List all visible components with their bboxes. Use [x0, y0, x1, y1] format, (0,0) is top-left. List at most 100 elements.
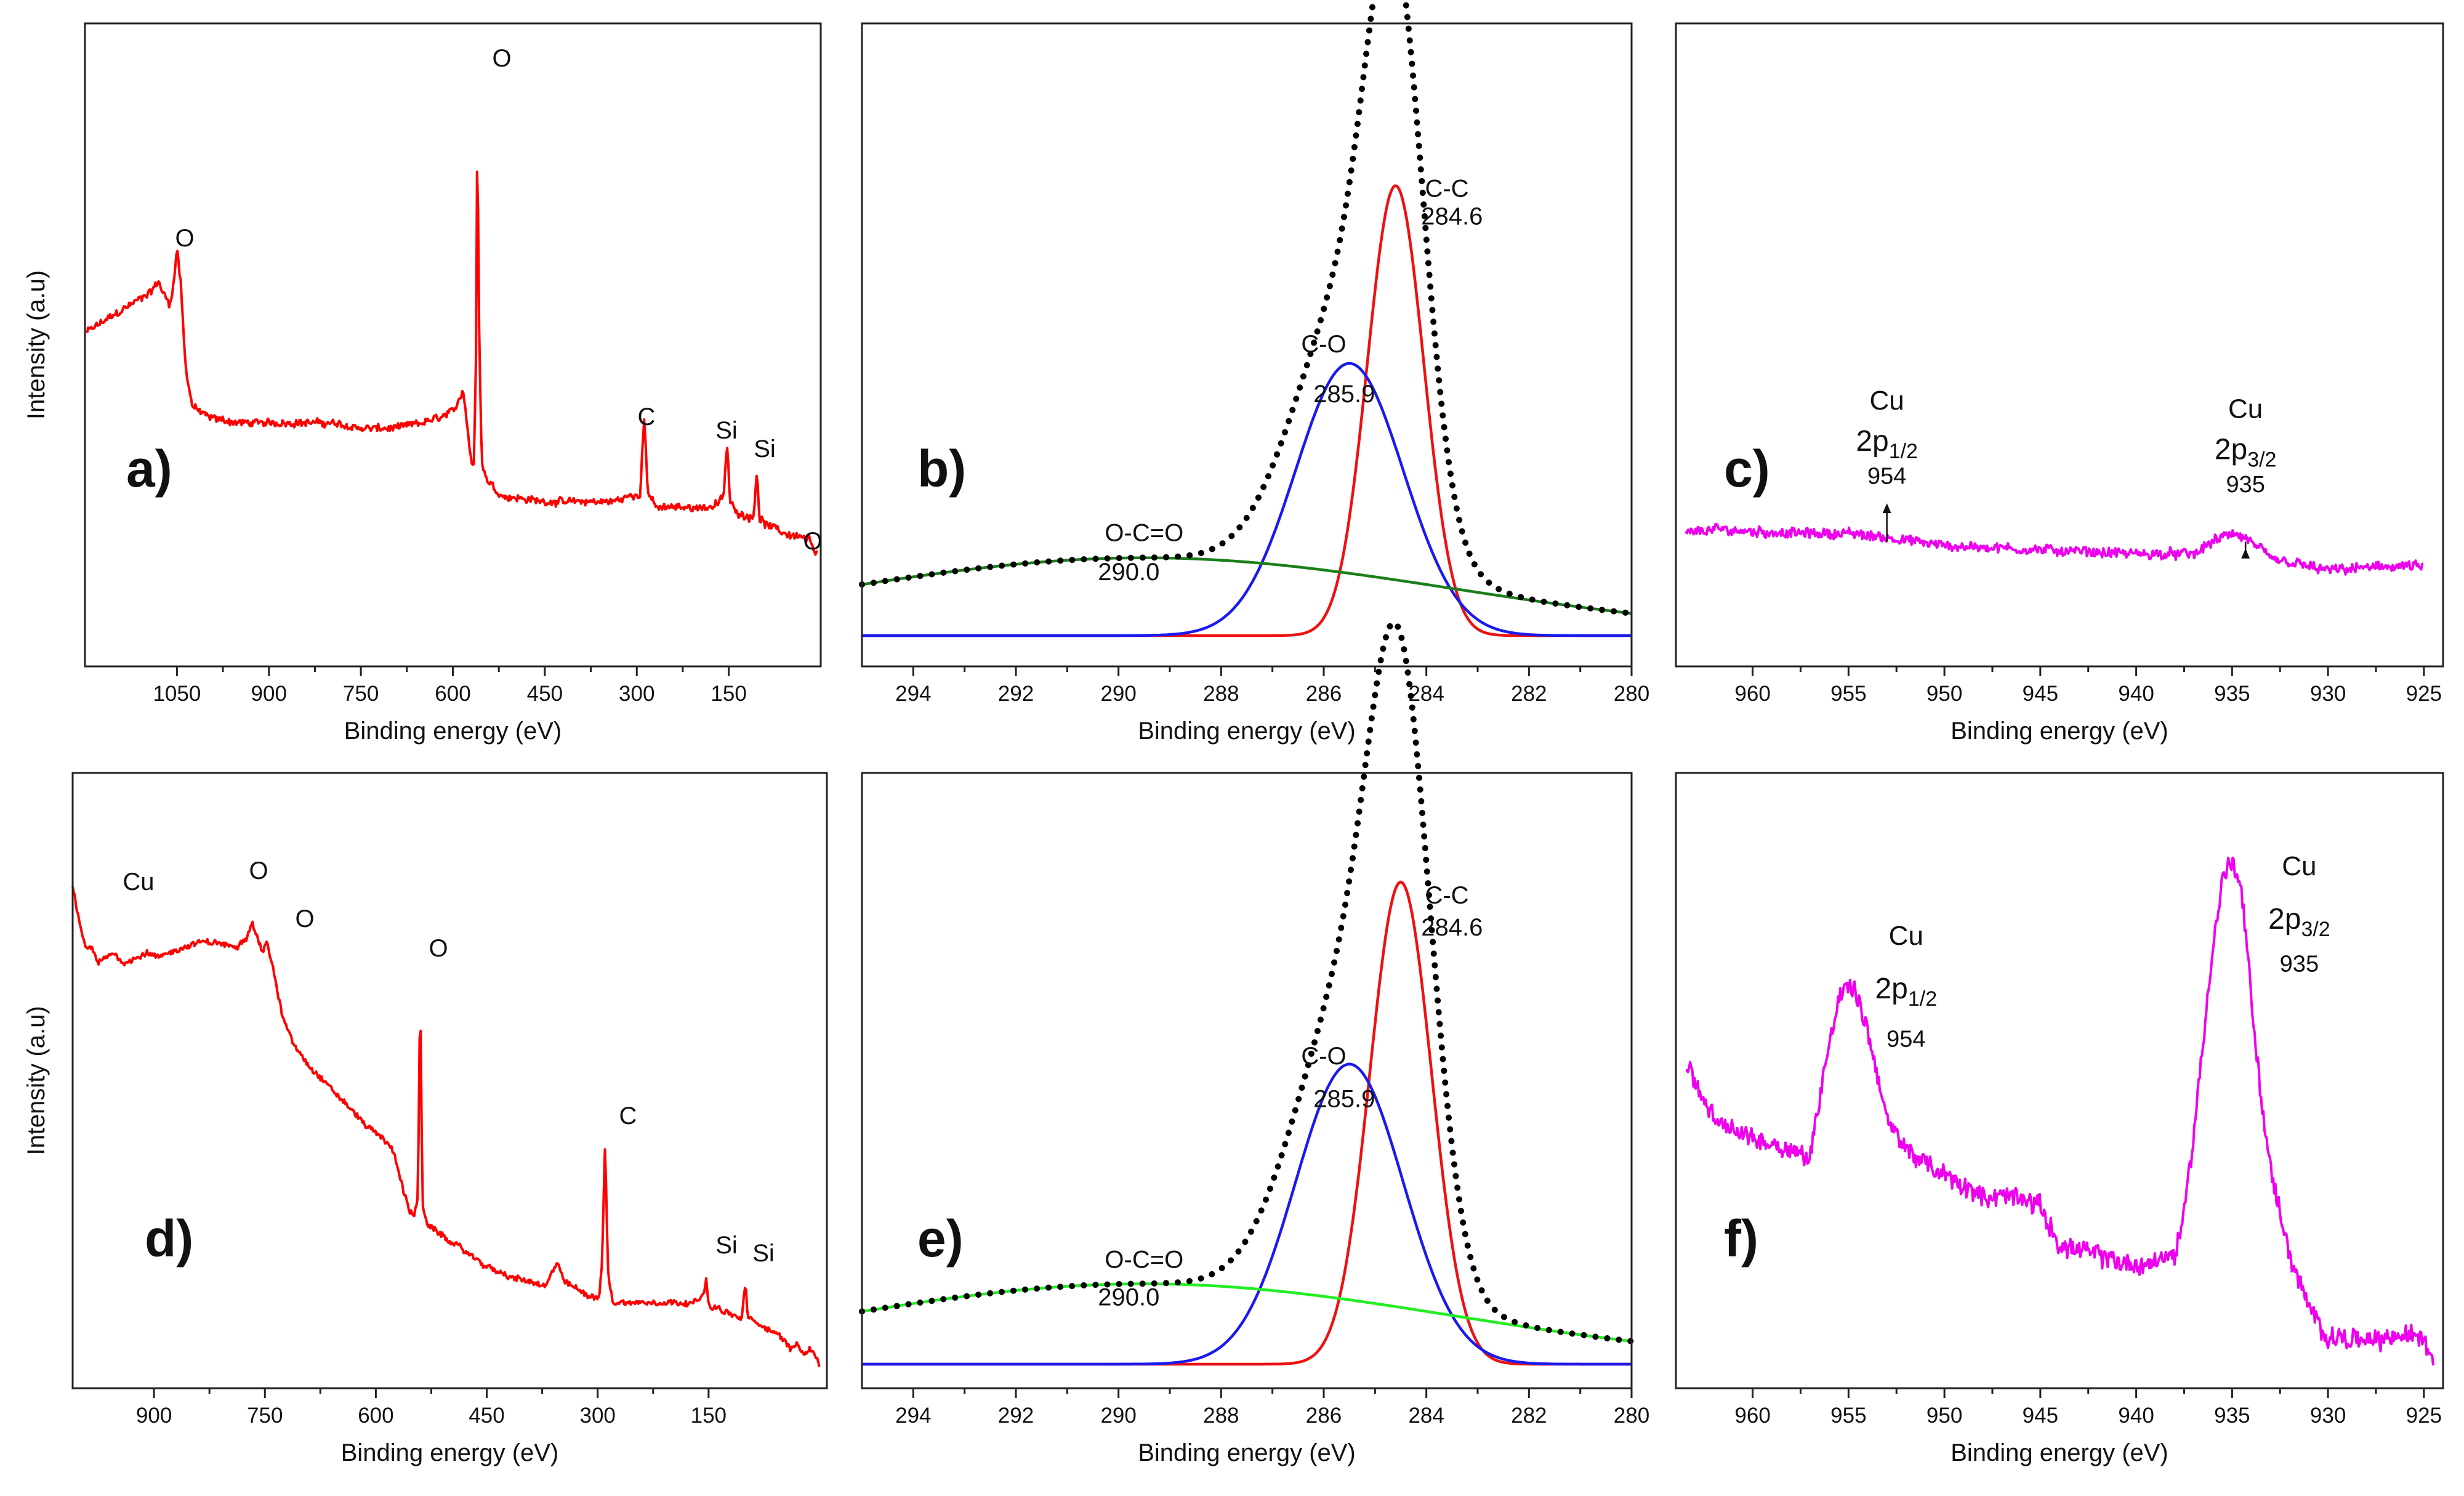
x-tick-label: 750: [343, 682, 379, 706]
x-tick-label: 935: [2214, 1404, 2250, 1428]
peak-annotation: Si: [715, 1232, 738, 1259]
x-tick-label: 280: [1614, 682, 1649, 706]
x-tick-label: 925: [2406, 1404, 2442, 1428]
x-tick-label: 290: [1100, 1404, 1136, 1428]
x-tick-label: 960: [1734, 1404, 1770, 1428]
panel-label: c): [1724, 440, 1770, 498]
peak-annotation: 285.9: [1313, 381, 1375, 408]
panel-label: a): [126, 440, 172, 498]
peak-annotation: 2p1/2: [1856, 425, 1918, 463]
envelope-curve: [859, 0, 1635, 617]
x-tick-label: 150: [691, 1404, 727, 1428]
plot-frame: [861, 772, 1633, 1389]
spectrum-line: [71, 886, 821, 1367]
peak-annotation: Cu: [1889, 921, 1923, 951]
peak-annotation: C-C: [1425, 882, 1468, 909]
x-tick-label: 945: [2023, 1404, 2058, 1428]
peak-annotation: O: [249, 857, 268, 884]
panel-label: d): [145, 1210, 193, 1268]
x-tick-label: 450: [527, 682, 563, 706]
x-tick-label: 292: [998, 682, 1034, 706]
peak-annotation: C-O: [1301, 331, 1346, 358]
peak-annotation: 284.6: [1421, 914, 1483, 941]
x-tick-label: 294: [895, 682, 931, 706]
x-tick-label: 286: [1306, 682, 1342, 706]
peak-annotation: C: [619, 1102, 637, 1130]
spectrum-line: [1685, 856, 2434, 1366]
x-tick-label: 282: [1511, 682, 1547, 706]
x-tick-label: 940: [2118, 1404, 2154, 1428]
plot-frame: [1675, 772, 2444, 1389]
peak-annotation: 954: [1886, 1026, 1925, 1052]
peak-annotation: Si: [754, 435, 776, 463]
y-axis-label: Intensity (a.u): [23, 1006, 50, 1155]
x-tick-label: 940: [2118, 682, 2154, 706]
chart-panel-b: 294 292 290 288 286 284 282 280 Binding energy (…: [859, 0, 1649, 745]
peak-annotation: 290.0: [1098, 1284, 1159, 1311]
x-tick-label: 150: [711, 682, 746, 706]
x-axis-label: Binding energy (eV): [1138, 718, 1356, 745]
x-tick-label: 450: [469, 1404, 504, 1428]
peak-annotation: Si: [715, 417, 738, 444]
chart-panel-f: 960 955 950 945 940 935 930 925 Binding energy (…: [1675, 772, 2444, 1466]
x-tick-label: 600: [435, 682, 470, 706]
x-tick-label: 750: [247, 1404, 283, 1428]
peak-annotation: C: [638, 403, 656, 431]
plot-frame: [861, 22, 1633, 668]
peak-annotation: O: [429, 935, 448, 962]
x-tick-label: 930: [2310, 1404, 2346, 1428]
spectrum-line: [1685, 523, 2424, 576]
x-tick-label: 1050: [153, 682, 201, 706]
peak-annotation: 2p3/2: [2268, 903, 2330, 941]
peak-annotation: 290.0: [1098, 559, 1159, 586]
peak-annotation: O-C=O: [1105, 520, 1183, 547]
x-tick-label: 600: [358, 1404, 393, 1428]
peak-annotation: 935: [2226, 472, 2265, 498]
peak-annotation: O: [295, 905, 314, 932]
x-tick-label: 925: [2406, 682, 2442, 706]
panel-label: e): [917, 1210, 964, 1268]
x-tick-label: 950: [1927, 682, 1962, 706]
plot-frame: [1675, 22, 2444, 668]
x-tick-label: 945: [2023, 682, 2058, 706]
peak-annotation: O: [492, 45, 511, 72]
envelope-curve: [859, 619, 1635, 1344]
peak-annotation: O: [803, 528, 822, 555]
x-tick-label: 900: [136, 1404, 172, 1428]
chart-panel-e: 294 292 290 288 286 284 282 280 Binding energy (…: [859, 619, 1649, 1466]
peak-annotation: Cu: [2228, 394, 2263, 424]
x-tick-label: 955: [1830, 1404, 1866, 1428]
peak-annotation: 284.6: [1421, 203, 1483, 230]
peak-annotation: Cu: [123, 868, 154, 896]
x-axis-label: Binding energy (eV): [1951, 1439, 2168, 1466]
peak-annotation: Cu: [1870, 386, 1904, 416]
peak-annotation: C-O: [1301, 1043, 1346, 1070]
y-axis-label: Intensity (a.u): [23, 270, 50, 419]
x-tick-label: 282: [1511, 1404, 1547, 1428]
x-tick-label: 900: [251, 682, 287, 706]
x-tick-label: 300: [619, 682, 654, 706]
chart-panel-c: 960 955 950 945 940 935 930 925 Binding energy (…: [1675, 22, 2444, 745]
spectrum-line: [86, 170, 818, 556]
x-tick-label: 930: [2310, 682, 2346, 706]
x-axis-label: Binding energy (eV): [1951, 718, 2168, 745]
plot-frame: [71, 772, 828, 1389]
x-tick-label: 290: [1100, 682, 1136, 706]
peak-annotation: C-C: [1425, 175, 1468, 202]
peak-annotation: Si: [752, 1240, 775, 1267]
chart-panel-d: 900 750 600 450 300 150 Binding energy (eV) Int…: [23, 772, 828, 1466]
x-tick-label: 288: [1203, 1404, 1239, 1428]
x-tick-label: 284: [1408, 682, 1444, 706]
peak-annotation: 935: [2280, 952, 2319, 977]
x-tick-label: 300: [579, 1404, 615, 1428]
peak-arrow-head: [2241, 548, 2250, 559]
chart-panel-a: 1050 900 750 600 450 300 150 Binding energy (eV…: [23, 22, 823, 745]
x-tick-label: 280: [1614, 1404, 1649, 1428]
x-tick-label: 955: [1830, 682, 1866, 706]
x-axis-label: Binding energy (eV): [344, 718, 562, 745]
panel-label: f): [1724, 1210, 1758, 1268]
panel-label: b): [917, 440, 966, 498]
peak-annotation: O-C=O: [1105, 1246, 1183, 1273]
fit-curve-c-o: [862, 362, 1632, 637]
